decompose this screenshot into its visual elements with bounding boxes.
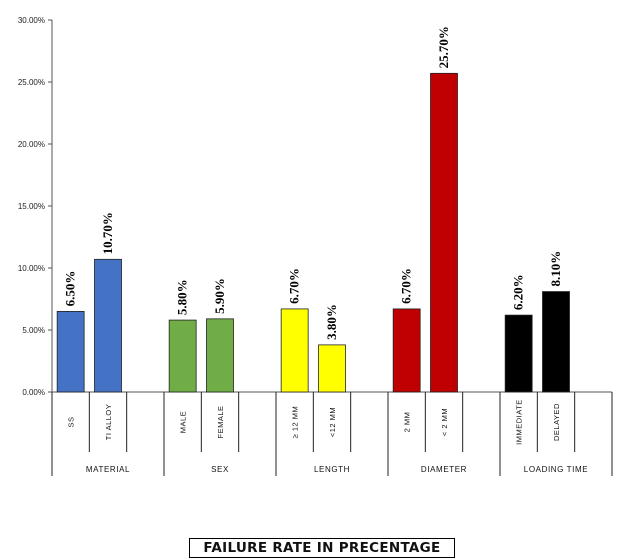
data-label: 6.70%: [287, 268, 302, 304]
category-label: < 2 MM: [440, 408, 449, 436]
bar: [542, 291, 570, 393]
data-label: 6.50%: [63, 271, 78, 307]
group-label: DIAMETER: [421, 465, 467, 474]
group-label: SEX: [211, 465, 229, 474]
group-label: LENGTH: [314, 465, 350, 474]
category-label: <12 MM: [328, 407, 337, 437]
y-tick-label: 20.00%: [18, 140, 45, 149]
chart-title: FAILURE RATE IN PRECENTAGE: [189, 538, 455, 558]
y-tick-label: 25.00%: [18, 78, 45, 87]
bar: [318, 344, 346, 393]
group-label: MATERIAL: [86, 465, 130, 474]
data-label: 5.90%: [212, 278, 227, 314]
y-tick-label: 5.00%: [22, 326, 45, 335]
y-tick-label: 0.00%: [22, 388, 45, 397]
data-label: 8.10%: [548, 251, 563, 287]
bar: [168, 319, 197, 393]
bar-chart: 0.00% 5.00% 10.00% 15.00% 20.00% 25.00% 30.00%…: [18, 16, 613, 476]
category-label: SS: [67, 416, 76, 427]
bar: [280, 308, 309, 393]
category-label: DELAYED: [552, 403, 561, 441]
category-label: 2 MM: [403, 412, 412, 433]
group-label: LOADING TIME: [524, 465, 588, 474]
category-label: ≥ 12 MM: [291, 406, 300, 439]
bar: [430, 72, 458, 393]
data-label: 25.70%: [436, 26, 451, 68]
data-label: 10.70%: [100, 212, 115, 254]
y-tick-label: 10.00%: [18, 264, 45, 273]
bar: [206, 318, 234, 393]
bar: [392, 308, 421, 393]
category-label: IMMEDIATE: [515, 399, 524, 445]
category-label: TI ALLOY: [104, 404, 113, 441]
bar: [56, 310, 85, 393]
data-label: 6.20%: [511, 274, 526, 310]
data-label: 5.80%: [175, 279, 190, 315]
category-label: FEMALE: [216, 405, 225, 438]
y-tick-label: 30.00%: [18, 16, 45, 25]
bar: [94, 258, 122, 393]
bar: [504, 314, 533, 393]
y-tick-label: 15.00%: [18, 202, 45, 211]
data-label: 3.80%: [324, 304, 339, 340]
data-label: 6.70%: [399, 268, 414, 304]
category-label: MALE: [179, 411, 188, 433]
